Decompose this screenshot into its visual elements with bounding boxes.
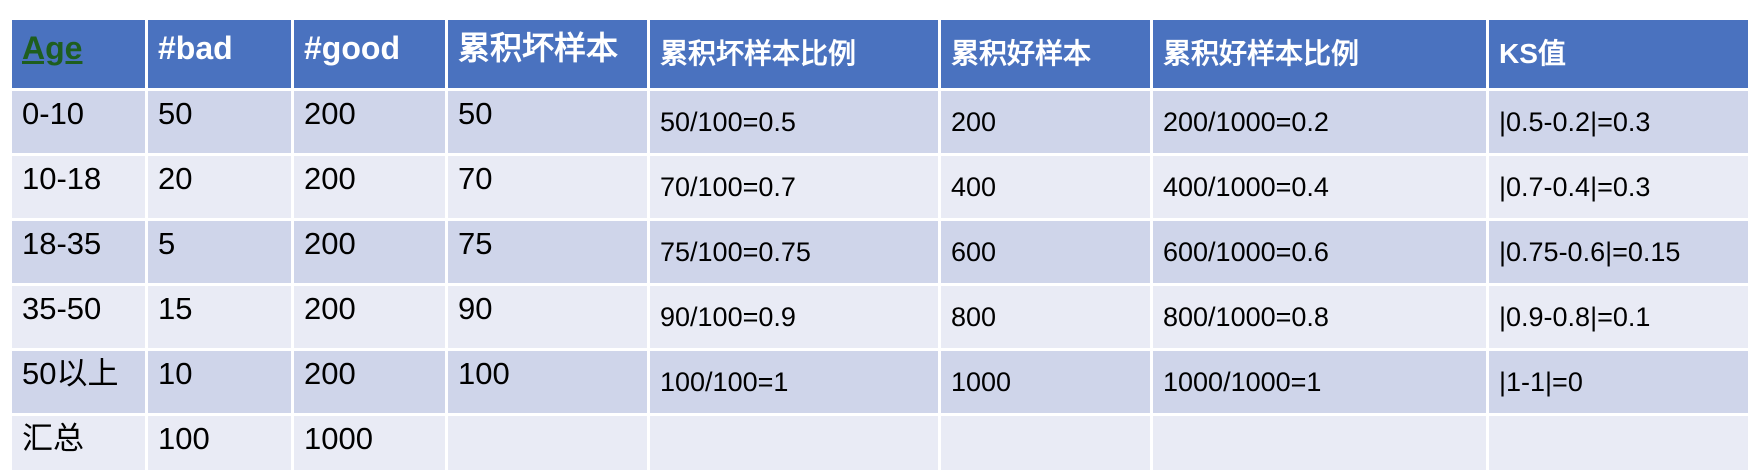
cell-cum-good-ratio: 400/1000=0.4 xyxy=(1150,153,1489,221)
cell-ks: |0.9-0.8|=0.1 xyxy=(1486,283,1751,351)
header-cum-bad: 累积坏样本 xyxy=(445,17,650,91)
cell-ks: |0.75-0.6|=0.15 xyxy=(1486,218,1751,286)
cell-cum-bad: 90 xyxy=(445,283,650,351)
cell-cum-bad-ratio: 100/100=1 xyxy=(647,348,941,416)
cell-bad: 10 xyxy=(145,348,294,416)
cell-good: 1000 xyxy=(291,413,448,473)
header-cum-good-ratio: 累积好样本比例 xyxy=(1150,17,1489,91)
cell-ks: |0.5-0.2|=0.3 xyxy=(1486,88,1751,156)
table-row: 汇总 100 1000 xyxy=(9,413,1751,473)
cell-age: 50以上 xyxy=(9,348,148,416)
cell-cum-bad-ratio xyxy=(647,413,941,473)
cell-bad: 100 xyxy=(145,413,294,473)
cell-cum-bad xyxy=(445,413,650,473)
cell-bad: 15 xyxy=(145,283,294,351)
cell-good: 200 xyxy=(291,348,448,416)
cell-cum-bad-ratio: 70/100=0.7 xyxy=(647,153,941,221)
cell-cum-bad: 75 xyxy=(445,218,650,286)
header-ks: KS值 xyxy=(1486,17,1751,91)
cell-cum-good: 600 xyxy=(938,218,1153,286)
header-bad: #bad xyxy=(145,17,294,91)
cell-ks: |0.7-0.4|=0.3 xyxy=(1486,153,1751,221)
cell-bad: 50 xyxy=(145,88,294,156)
cell-cum-bad-ratio: 90/100=0.9 xyxy=(647,283,941,351)
cell-ks: |1-1|=0 xyxy=(1486,348,1751,416)
cell-bad: 20 xyxy=(145,153,294,221)
cell-cum-bad-ratio: 50/100=0.5 xyxy=(647,88,941,156)
cell-age: 10-18 xyxy=(9,153,148,221)
table-row: 50以上 10 200 100 100/100=1 1000 1000/1000=1 |1-1… xyxy=(9,348,1751,416)
cell-good: 200 xyxy=(291,153,448,221)
cell-cum-good: 1000 xyxy=(938,348,1153,416)
cell-cum-bad: 50 xyxy=(445,88,650,156)
cell-ks xyxy=(1486,413,1751,473)
cell-bad: 5 xyxy=(145,218,294,286)
cell-age: 18-35 xyxy=(9,218,148,286)
header-good: #good xyxy=(291,17,448,91)
header-age: Age xyxy=(9,17,148,91)
cell-cum-good-ratio: 1000/1000=1 xyxy=(1150,348,1489,416)
cell-cum-bad: 70 xyxy=(445,153,650,221)
cell-age: 汇总 xyxy=(9,413,148,473)
header-row: Age #bad #good 累积坏样本 累积坏样本比例 累积好样本 累积好样本… xyxy=(9,17,1751,91)
cell-age: 35-50 xyxy=(9,283,148,351)
table-row: 10-18 20 200 70 70/100=0.7 400 400/1000=0.4 |0.… xyxy=(9,153,1751,221)
cell-cum-good-ratio: 600/1000=0.6 xyxy=(1150,218,1489,286)
cell-cum-bad-ratio: 75/100=0.75 xyxy=(647,218,941,286)
cell-cum-good-ratio: 800/1000=0.8 xyxy=(1150,283,1489,351)
cell-age: 0-10 xyxy=(9,88,148,156)
cell-cum-bad: 100 xyxy=(445,348,650,416)
cell-cum-good-ratio: 200/1000=0.2 xyxy=(1150,88,1489,156)
cell-good: 200 xyxy=(291,283,448,351)
cell-cum-good-ratio xyxy=(1150,413,1489,473)
cell-good: 200 xyxy=(291,218,448,286)
cell-cum-good xyxy=(938,413,1153,473)
header-cum-good: 累积好样本 xyxy=(938,17,1153,91)
cell-cum-good: 800 xyxy=(938,283,1153,351)
cell-cum-good: 400 xyxy=(938,153,1153,221)
table-row: 0-10 50 200 50 50/100=0.5 200 200/1000=0.2 |0.5… xyxy=(9,88,1751,156)
cell-cum-good: 200 xyxy=(938,88,1153,156)
table-row: 35-50 15 200 90 90/100=0.9 800 800/1000=0.8 |0.… xyxy=(9,283,1751,351)
cell-good: 200 xyxy=(291,88,448,156)
table-row: 18-35 5 200 75 75/100=0.75 600 600/1000=0.6 |0.… xyxy=(9,218,1751,286)
header-cum-bad-ratio: 累积坏样本比例 xyxy=(647,17,941,91)
ks-table: Age #bad #good 累积坏样本 累积坏样本比例 累积好样本 累积好样本… xyxy=(9,17,1751,473)
